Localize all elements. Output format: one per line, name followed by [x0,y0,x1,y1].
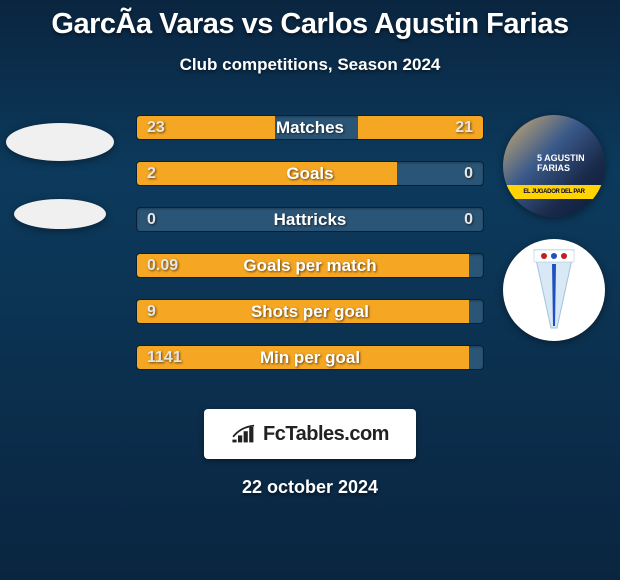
stat-row: Matches23 21 [136,115,484,140]
brand-badge: FcTables.com [204,409,416,459]
stat-label: Goals [137,162,483,185]
stat-value-left: 0 [147,208,156,231]
left-club-crest-placeholder [14,199,106,229]
stat-value-left: 23 [147,116,165,139]
subtitle: Club competitions, Season 2024 [0,55,620,75]
stat-label: Goals per match [137,254,483,277]
stat-value-left: 0.09 [147,254,178,277]
stat-label: Min per goal [137,346,483,369]
stat-label: Shots per goal [137,300,483,323]
comparison-area: 5 AGUSTIN FARIAS EL JUGADOR DEL PAR Matc… [0,115,620,385]
stat-value-right: 21 [455,116,473,139]
stat-row: Shots per goal9 [136,299,484,324]
stat-row: Hattricks0 0 [136,207,484,232]
left-player-column [0,115,120,229]
stat-row: Min per goal1141 [136,345,484,370]
right-player-photo-band: EL JUGADOR DEL PAR [503,185,605,199]
stat-value-left: 9 [147,300,156,323]
brand-icon [231,424,259,444]
stat-label: Matches [137,116,483,139]
date-line: 22 october 2024 [0,477,620,498]
right-player-photo-overlay: 5 AGUSTIN FARIAS [537,153,605,173]
stat-value-left: 2 [147,162,156,185]
page-title: GarcÃ­a Varas vs Carlos Agustin Farias [0,0,620,41]
right-club-crest [503,239,605,341]
stat-row: Goals per match0.09 [136,253,484,278]
left-player-avatar-placeholder [6,123,114,161]
stat-value-left: 1141 [147,346,182,369]
right-player-column: 5 AGUSTIN FARIAS EL JUGADOR DEL PAR [494,115,614,341]
stat-value-right: 0 [464,162,473,185]
brand-text: FcTables.com [263,423,389,446]
right-player-avatar: 5 AGUSTIN FARIAS EL JUGADOR DEL PAR [503,115,605,217]
stat-label: Hattricks [137,208,483,231]
stat-value-right: 0 [464,208,473,231]
stat-row: Goals2 0 [136,161,484,186]
stat-bars: Matches2321Goals20Hattricks00Goals per m… [136,115,484,370]
